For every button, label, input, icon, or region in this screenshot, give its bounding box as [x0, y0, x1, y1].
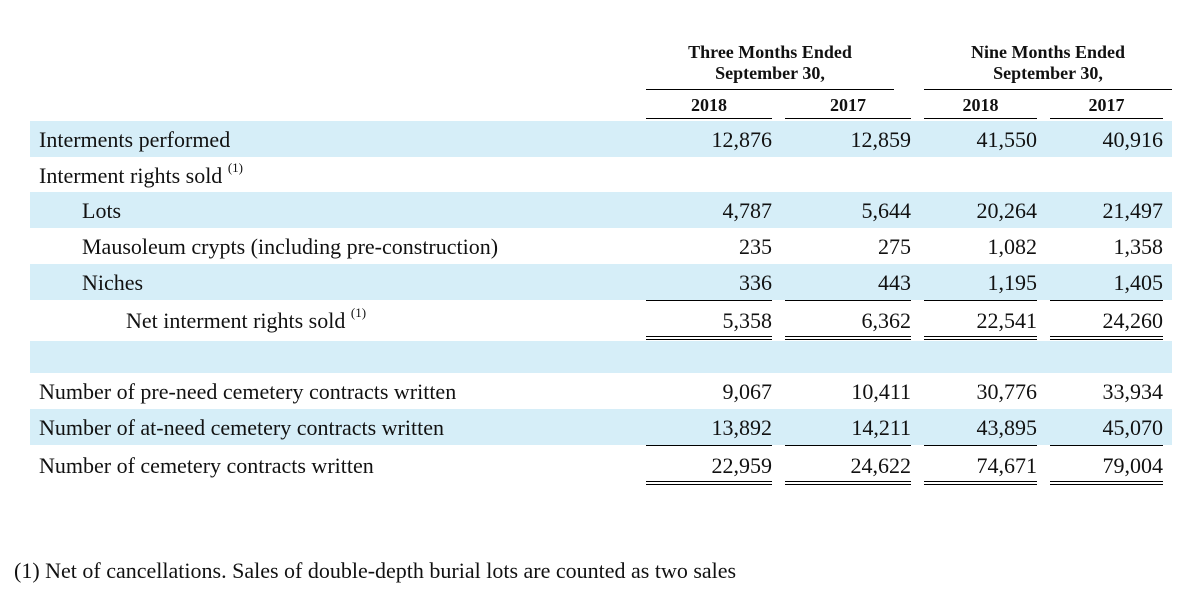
footnote-marker: (1)	[350, 304, 367, 320]
cell-value: 10,411	[851, 379, 911, 404]
cell-value: 235	[739, 234, 772, 259]
header-three-months: Three Months Ended September 30,	[646, 42, 894, 84]
footnote: (1) Net of cancellations. Sales of doubl…	[14, 558, 737, 583]
row-label: Interment rights sold (1)	[39, 157, 243, 195]
cell-value: 30,776	[976, 379, 1038, 404]
subtotal-rule	[785, 445, 911, 446]
total-double-rule	[924, 481, 1037, 485]
subtotal-rule	[924, 300, 1037, 301]
table-row-at-need-contracts: Number of at-need cemetery contracts wri…	[30, 409, 1172, 445]
cell-value: 5,644	[861, 198, 912, 223]
cell-value: 79,004	[1102, 453, 1164, 478]
cell-value: 275	[878, 234, 911, 259]
cell-value: 41,550	[976, 127, 1038, 152]
year-underline	[924, 118, 1037, 119]
table-row-interment-rights-sold: Interment rights sold (1)	[30, 157, 1172, 192]
total-double-rule	[646, 336, 772, 340]
cell-value: 443	[878, 270, 911, 295]
total-double-rule	[1050, 336, 1163, 340]
cell-value: 9,067	[722, 379, 773, 404]
cell-value: 1,082	[987, 234, 1038, 259]
cell-value: 1,195	[987, 270, 1038, 295]
subtotal-rule	[1050, 445, 1163, 446]
cell-value: 74,671	[976, 453, 1038, 478]
header-three-months-date: September 30,	[715, 63, 825, 83]
year-underline	[785, 118, 911, 119]
cell-value: 1,405	[1113, 270, 1164, 295]
row-label: Niches	[82, 270, 144, 295]
cell-value: 6,362	[861, 308, 912, 333]
row-label-text: Interment rights sold	[39, 163, 223, 188]
table-row-lots: Lots 4,787 5,644 20,264 21,497	[30, 192, 1172, 228]
cell-value: 1,358	[1113, 234, 1164, 259]
subtotal-rule	[646, 300, 772, 301]
table-row-interments-performed: Interments performed 12,876 12,859 41,55…	[30, 121, 1172, 157]
row-label: Number of at-need cemetery contracts wri…	[39, 415, 444, 440]
header-nine-months-underline	[924, 89, 1172, 90]
table-row-spacer	[30, 341, 1172, 373]
table-row-cemetery-contracts-total: Number of cemetery contracts written 22,…	[30, 447, 1172, 483]
year-header-nine-2018: 2018	[962, 95, 999, 115]
year-header-three-2017: 2017	[830, 95, 866, 115]
cell-value: 43,895	[976, 415, 1038, 440]
cell-value: 22,541	[976, 308, 1038, 333]
year-underline	[646, 118, 772, 119]
total-double-rule	[785, 481, 911, 485]
subtotal-rule	[1050, 300, 1163, 301]
table-row-mausoleum-crypts: Mausoleum crypts (including pre-construc…	[30, 228, 1172, 264]
cell-value: 336	[739, 270, 772, 295]
total-double-rule	[785, 336, 911, 340]
cell-value: 12,859	[850, 127, 912, 152]
subtotal-rule	[785, 300, 911, 301]
cell-value: 24,260	[1102, 308, 1164, 333]
cell-value: 5,358	[722, 308, 773, 333]
cell-value: 45,070	[1102, 415, 1164, 440]
table-row-net-interment-rights-sold: Net interment rights sold (1) 5,358 6,36…	[30, 302, 1172, 337]
total-double-rule	[924, 336, 1037, 340]
cell-value: 40,916	[1102, 127, 1164, 152]
table-row-niches: Niches 336 443 1,195 1,405	[30, 264, 1172, 300]
year-underline	[1050, 118, 1163, 119]
cell-value: 20,264	[976, 198, 1038, 223]
header-nine-months: Nine Months Ended September 30,	[924, 42, 1172, 84]
row-label: Mausoleum crypts (including pre-construc…	[82, 234, 499, 259]
row-label: Number of pre-need cemetery contracts wr…	[39, 379, 457, 404]
row-label-text: Net interment rights sold	[126, 308, 346, 333]
row-label: Net interment rights sold (1)	[126, 302, 366, 340]
header-three-months-underline	[646, 89, 894, 90]
cell-value: 22,959	[711, 453, 773, 478]
total-double-rule	[646, 481, 772, 485]
subtotal-rule	[924, 445, 1037, 446]
row-label: Interments performed	[39, 127, 231, 152]
year-header-three-2018: 2018	[691, 95, 727, 115]
cell-value: 14,211	[851, 415, 911, 440]
year-header-nine-2017: 2017	[1088, 95, 1125, 115]
table-row-pre-need-contracts: Number of pre-need cemetery contracts wr…	[30, 373, 1172, 409]
cell-value: 21,497	[1102, 198, 1164, 223]
cell-value: 4,787	[722, 198, 773, 223]
row-label: Lots	[82, 198, 122, 223]
header-three-months-title: Three Months Ended	[688, 42, 852, 62]
header-nine-months-date: September 30,	[993, 63, 1103, 83]
row-label: Number of cemetery contracts written	[39, 453, 374, 478]
cell-value: 24,622	[850, 453, 912, 478]
cell-value: 12,876	[711, 127, 773, 152]
cell-value: 33,934	[1102, 379, 1164, 404]
header-nine-months-title: Nine Months Ended	[970, 42, 1126, 62]
total-double-rule	[1050, 481, 1163, 485]
footnote-marker: (1)	[227, 159, 243, 175]
subtotal-rule	[646, 445, 772, 446]
cell-value: 13,892	[711, 415, 773, 440]
